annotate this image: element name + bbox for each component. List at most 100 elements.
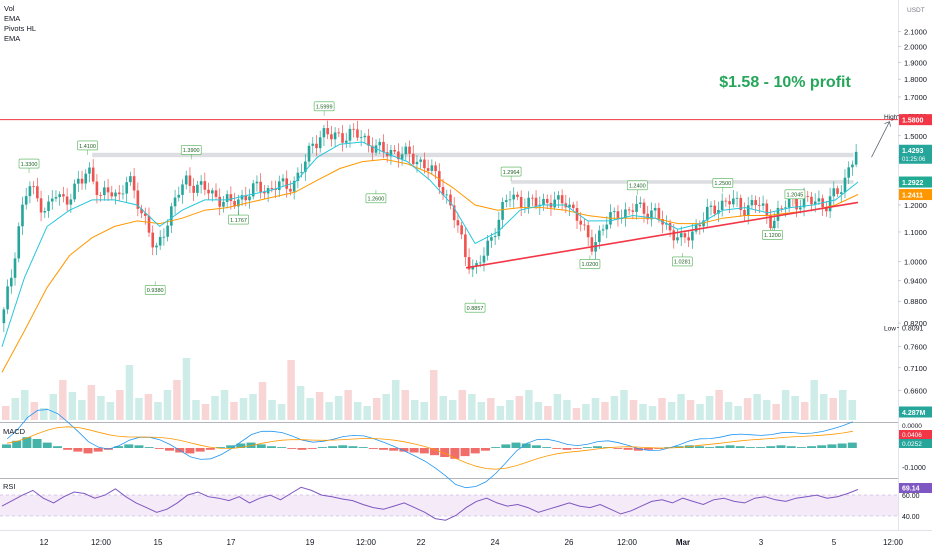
rsi-title[interactable]: RSI	[3, 482, 16, 491]
macd-hist-bar	[379, 448, 389, 450]
macd-hist-bar	[114, 446, 124, 448]
volume-bar	[819, 394, 828, 420]
projection-arrow[interactable]	[871, 121, 890, 158]
volume-bar	[477, 402, 486, 420]
candle-body	[598, 230, 601, 243]
volume-bar	[173, 380, 181, 420]
candle-body	[631, 210, 635, 212]
volume-bar	[838, 390, 847, 420]
macd-hist-bar	[552, 448, 562, 449]
volume-bar	[658, 398, 666, 420]
high-label: High	[884, 114, 898, 121]
volume-bar	[525, 390, 533, 420]
macd-hist-bar	[694, 446, 704, 448]
support-trendline[interactable]	[465, 201, 859, 269]
candle-body	[553, 199, 556, 208]
macd-hist-bar	[297, 448, 307, 450]
macd-hist-bar	[185, 448, 195, 454]
candle-body	[698, 224, 702, 227]
candle-body	[694, 224, 698, 232]
price-tick-label: 2.1000	[904, 27, 927, 36]
macd-hist-bar	[2, 444, 11, 448]
rsi-band	[0, 495, 898, 516]
macd-hist-bar	[491, 447, 501, 448]
volume-bar	[705, 396, 714, 420]
legend-ema-2[interactable]: EMA	[4, 34, 21, 43]
candle-body	[207, 189, 210, 194]
candle-body	[493, 236, 497, 238]
volume-tag-bg	[899, 406, 932, 418]
candle-body	[475, 263, 478, 267]
projection-arrow-head-icon	[884, 121, 891, 127]
candle-body	[724, 200, 728, 202]
candle-body	[486, 240, 489, 256]
candle-body	[784, 207, 787, 209]
candle-body	[527, 197, 530, 208]
candle-body	[129, 176, 132, 183]
volume-bar	[296, 386, 305, 420]
volume-bar	[372, 398, 381, 420]
volume-bar	[648, 406, 657, 420]
macd-hist-bar	[745, 447, 755, 448]
macd-pane[interactable]	[2, 409, 857, 489]
legend-ema[interactable]: EMA	[4, 14, 21, 23]
macd-hist-bar	[205, 448, 215, 450]
candles[interactable]	[2, 120, 858, 332]
macd-hist-bar	[307, 448, 317, 449]
macd-hist-bar	[837, 443, 847, 448]
candle-body	[389, 149, 393, 157]
macd-tag-bg	[899, 421, 932, 430]
volume-bar	[496, 406, 505, 420]
volume-bar	[154, 402, 162, 420]
macd-hist-bar	[542, 447, 552, 448]
candle-body	[728, 201, 731, 205]
volume-bar	[534, 402, 543, 420]
candle-body	[720, 200, 724, 211]
price-tick-label: 0.9400	[904, 277, 927, 286]
target-tag: 1.5800	[902, 118, 924, 125]
volume-bar	[230, 402, 238, 420]
candle-body	[225, 194, 229, 202]
macd-title[interactable]: MACD	[3, 427, 26, 436]
volume-bar	[220, 390, 229, 420]
price-pane[interactable]: 1.3300 1.4100 0.9380 1.3900 1.1767 1.5999 1.26…	[0, 74, 898, 420]
rsi-pane[interactable]	[0, 486, 898, 521]
volume-bar	[610, 396, 619, 420]
macd-hist-bar	[735, 446, 745, 448]
macd-hist-bar	[368, 448, 378, 449]
volume-bar	[78, 400, 86, 420]
candle-body	[464, 234, 467, 258]
volume-bar	[572, 408, 581, 420]
time-axis[interactable]: 12 12:00 15 17 19 12:00 22 24 26 12:00 Mar 3 5 12:00	[40, 538, 904, 547]
legend-vol[interactable]: Vol	[4, 4, 15, 13]
macd-hist-bar	[430, 448, 439, 456]
macd-hist-bar	[73, 448, 83, 452]
candle-body	[501, 201, 504, 220]
volume-bar	[239, 398, 248, 420]
candle-body	[616, 211, 620, 220]
volume-bar	[439, 396, 448, 420]
rsi-tick-label: 40.00	[902, 514, 920, 521]
macd-hist-bar	[674, 446, 684, 448]
volume-bar	[401, 390, 409, 420]
candle-body	[43, 211, 47, 213]
candle-body	[296, 172, 300, 181]
macd-hist-bar	[450, 448, 460, 459]
profit-annotation[interactable]: $1.58 - 10% profit	[719, 74, 851, 91]
time-tick-label: 5	[832, 538, 837, 547]
volume-bar	[544, 406, 552, 420]
macd-tag-value: 0.0252	[902, 441, 922, 448]
volume-bar	[382, 394, 390, 420]
legend-pivots[interactable]: Pivots HL	[4, 24, 37, 33]
candle-body	[508, 199, 512, 201]
volume-bar	[601, 402, 609, 420]
rsi-tag-value: 69.14	[902, 486, 920, 493]
volume-bar	[762, 400, 771, 420]
candle-body	[210, 190, 214, 194]
time-tick-label: 12:00	[91, 538, 112, 547]
price-tick-label: 0.8200	[904, 319, 927, 328]
candle-body	[378, 141, 382, 146]
volume-bar	[40, 408, 48, 420]
macd-hist-bar	[582, 447, 592, 448]
